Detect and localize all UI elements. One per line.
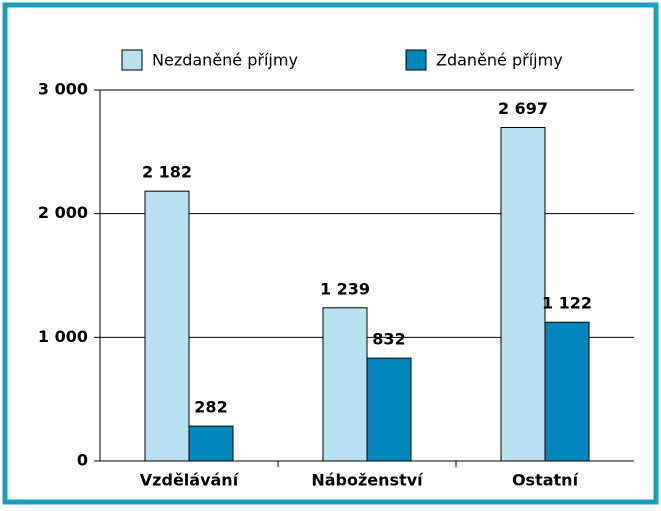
legend-swatch <box>405 49 427 71</box>
legend-label: Zdaněné příjmy <box>436 51 563 70</box>
y-tick-label: 0 <box>77 451 88 470</box>
y-tick-label: 2 000 <box>38 203 88 222</box>
y-tick-label: 1 000 <box>38 327 88 346</box>
bar <box>322 307 368 462</box>
data-label: 2 697 <box>498 99 548 118</box>
bar <box>544 321 590 462</box>
data-label: 2 182 <box>142 163 192 182</box>
y-tick-label: 3 000 <box>38 80 88 99</box>
bar <box>500 126 546 462</box>
x-tick-label: Ostatní <box>512 471 580 490</box>
x-tick-label: Vzdělávání <box>140 471 240 490</box>
bar <box>188 425 234 462</box>
data-label: 1 122 <box>542 294 592 313</box>
x-tick-label: Náboženství <box>311 471 424 490</box>
data-label: 1 239 <box>320 279 370 298</box>
bar <box>144 190 190 462</box>
legend-label: Nezdaněné příjmy <box>152 51 298 70</box>
data-label: 832 <box>372 330 405 349</box>
legend-swatch <box>121 49 143 71</box>
bar <box>366 357 412 462</box>
data-label: 282 <box>194 398 227 417</box>
